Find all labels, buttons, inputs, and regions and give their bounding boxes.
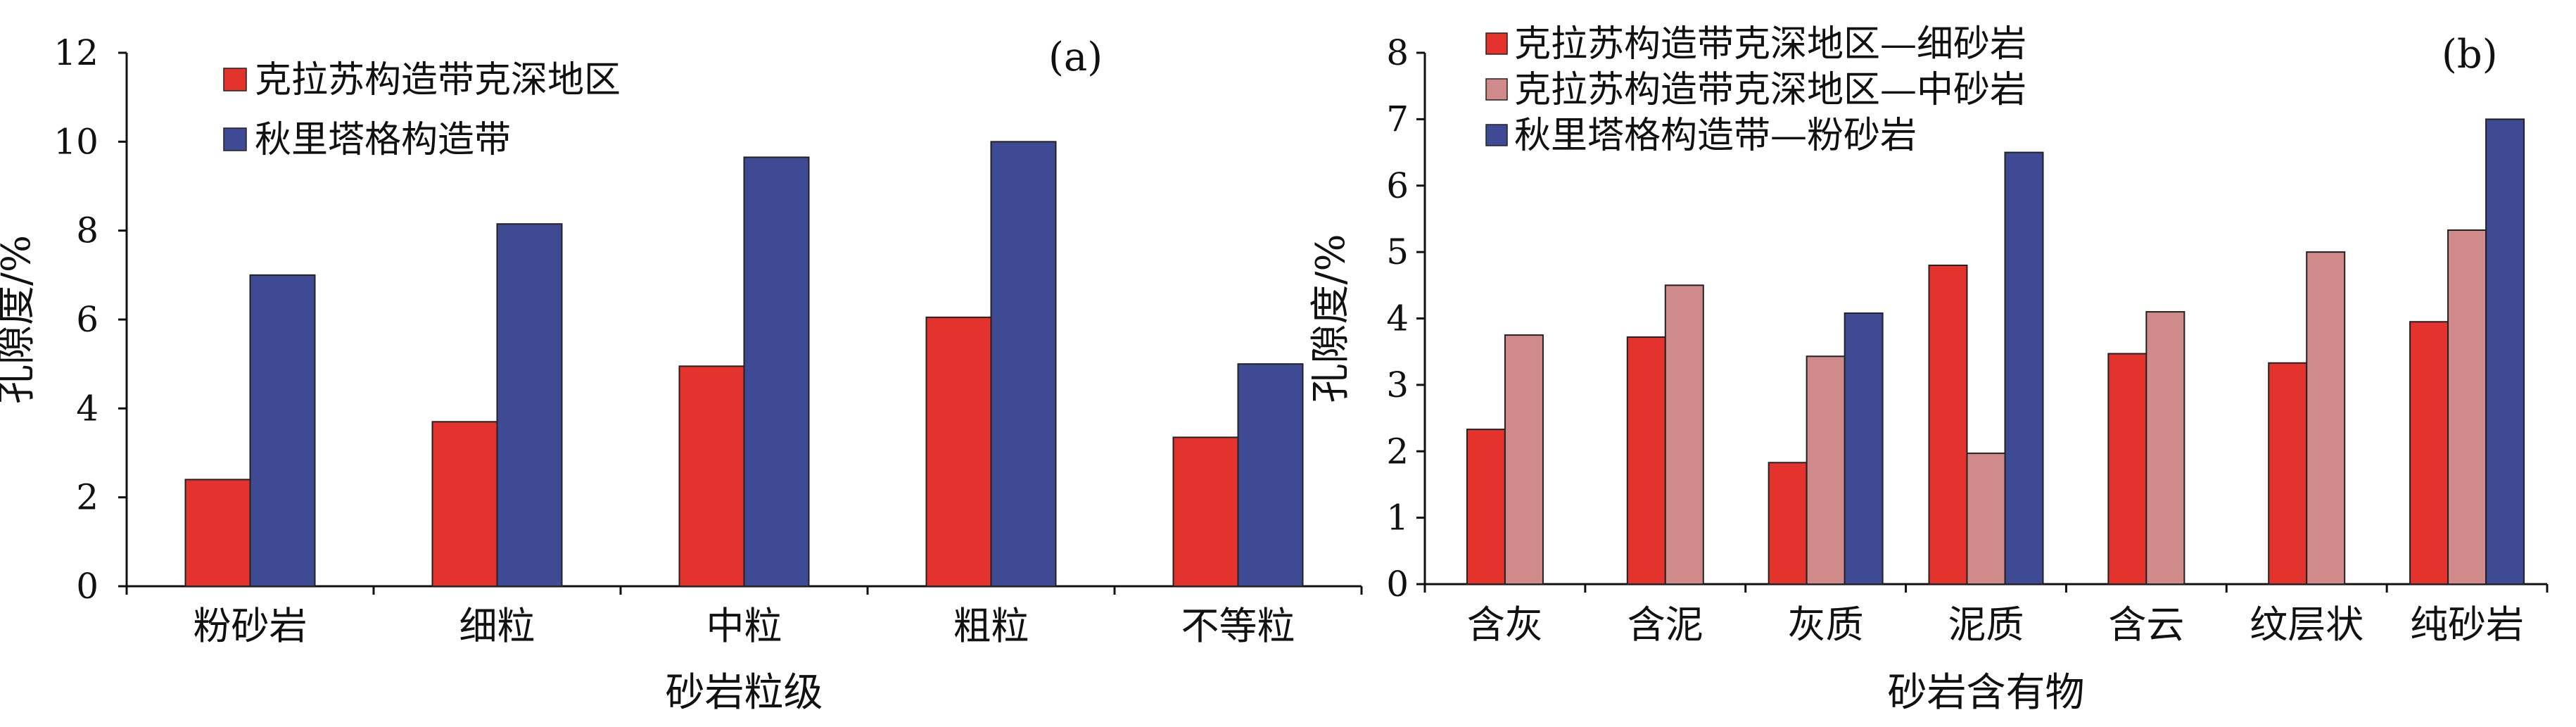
y-tick-label: 6 xyxy=(76,299,99,340)
legend-label: 秋里塔格构造带 xyxy=(255,119,511,161)
y-tick-label: 5 xyxy=(1386,232,1409,272)
bar-red xyxy=(1928,265,1968,585)
y-axis-title: 孔隙度/% xyxy=(1308,234,1354,403)
y-tick-label: 4 xyxy=(1386,298,1409,339)
bar-pink xyxy=(1504,334,1544,585)
x-category-label: 粗粒 xyxy=(953,604,1029,648)
x-category-label: 含灰 xyxy=(1467,602,1543,647)
bar-red xyxy=(925,316,992,587)
y-tick-label: 10 xyxy=(53,121,99,162)
bar-red xyxy=(1172,436,1239,587)
x-category-label: 细粒 xyxy=(459,604,535,648)
legend-swatch xyxy=(1485,78,1508,101)
legend-label: 克拉苏构造带克深地区 xyxy=(255,59,621,101)
bar-blue xyxy=(1237,363,1304,588)
y-tick-label: 8 xyxy=(76,210,99,251)
x-category-label: 含泥 xyxy=(1628,602,1703,647)
bar-red xyxy=(184,479,251,588)
x-category-label: 泥质 xyxy=(1948,602,2024,647)
y-axis-title: 孔隙度/% xyxy=(0,235,39,404)
x-category-label: 不等粒 xyxy=(1181,604,1295,648)
x-category-label: 纯砂岩 xyxy=(2410,602,2524,647)
x-category-label: 纹层状 xyxy=(2250,602,2364,647)
y-tick-label: 2 xyxy=(1386,431,1409,472)
y-tick-label: 1 xyxy=(1386,498,1409,538)
bar-red xyxy=(1768,462,1808,586)
legend-swatch xyxy=(1485,32,1508,55)
bar-red xyxy=(1626,336,1666,585)
bar-pink xyxy=(1966,453,2006,585)
bar-pink xyxy=(2447,229,2487,585)
y-tick-label: 4 xyxy=(76,388,99,429)
bar-pink xyxy=(1664,284,1704,585)
legend-swatch xyxy=(223,127,247,151)
x-category-label: 含云 xyxy=(2108,602,2184,647)
legend-swatch xyxy=(1485,124,1508,146)
y-tick-label: 2 xyxy=(76,477,99,518)
bar-blue xyxy=(1844,312,1884,585)
bar-red xyxy=(1466,429,1506,586)
bar-blue xyxy=(2485,118,2525,585)
x-category-label: 灰质 xyxy=(1788,602,1864,647)
x-category-label: 粉砂岩 xyxy=(193,604,307,648)
bar-pink xyxy=(2306,251,2346,585)
bar-red xyxy=(2268,362,2308,585)
y-tick-label: 3 xyxy=(1386,365,1409,405)
y-tick-label: 0 xyxy=(76,566,99,607)
y-tick-label: 0 xyxy=(1386,564,1409,605)
bar-blue xyxy=(496,223,563,588)
bar-pink xyxy=(2145,311,2185,585)
bar-red xyxy=(2107,353,2147,585)
panel-label: (a) xyxy=(1048,34,1103,80)
legend-label: 克拉苏构造带克深地区—中砂岩 xyxy=(1514,69,2026,111)
bar-red xyxy=(2409,321,2449,585)
bar-red xyxy=(678,365,745,587)
x-axis-title: 砂岩粒级 xyxy=(666,670,823,716)
y-tick-label: 7 xyxy=(1386,99,1409,139)
x-axis-title: 砂岩含有物 xyxy=(1888,670,2085,716)
x-category-label: 中粒 xyxy=(706,604,782,648)
bar-blue xyxy=(249,274,316,587)
y-tick-label: 6 xyxy=(1386,165,1409,206)
legend-swatch xyxy=(223,68,247,91)
bar-pink xyxy=(1806,355,1846,585)
legend-label: 秋里塔格构造带—粉砂岩 xyxy=(1514,115,1917,157)
legend-label: 克拉苏构造带克深地区—细砂岩 xyxy=(1514,23,2026,65)
y-tick-label: 8 xyxy=(1386,32,1409,73)
bar-blue xyxy=(990,141,1057,588)
bar-blue xyxy=(2004,151,2044,585)
panel-label: (b) xyxy=(2442,32,2498,77)
bar-blue xyxy=(743,156,810,588)
bar-red xyxy=(431,421,498,587)
y-tick-label: 12 xyxy=(53,32,99,73)
